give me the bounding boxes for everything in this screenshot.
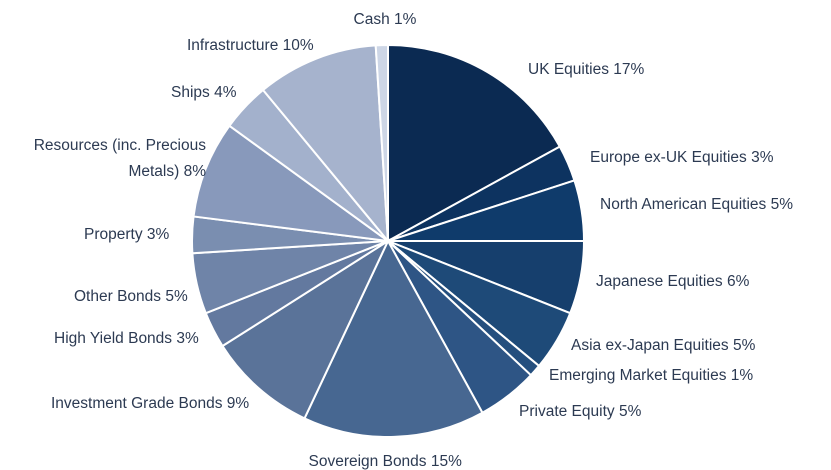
slice-label: Property 3% xyxy=(84,222,169,248)
value-label: 8% xyxy=(183,163,206,180)
value-label: 9% xyxy=(226,395,250,412)
category-label: Investment Grade Bonds xyxy=(51,395,223,412)
pie-slice xyxy=(261,44,390,245)
category-label: Europe ex-UK Equities xyxy=(590,149,747,166)
slice-label: Other Bonds 5% xyxy=(74,284,188,310)
pie-slice xyxy=(303,238,484,438)
slice-label: Asia ex-Japan Equities 5% xyxy=(571,333,755,359)
slice-label: Resources (inc. Precious Metals) 8% xyxy=(0,133,206,185)
slice-label: Japanese Equities 6% xyxy=(596,269,749,295)
slice-label: Investment Grade Bonds 9% xyxy=(51,391,249,417)
pie-slice xyxy=(221,238,391,420)
value-label: 5% xyxy=(770,196,793,213)
slice-label: Europe ex-UK Equities 3% xyxy=(590,145,774,171)
category-label: Infrastructure xyxy=(187,37,279,54)
category-label: UK Equities xyxy=(528,61,609,78)
value-label: 5% xyxy=(165,288,188,305)
value-label: 15% xyxy=(430,453,462,470)
category-label: Emerging Market Equities xyxy=(549,367,727,384)
pie-slice xyxy=(192,124,389,242)
slice-label: High Yield Bonds 3% xyxy=(54,326,199,352)
value-label: 17% xyxy=(613,61,645,78)
pie-slice xyxy=(387,43,562,243)
value-label: 5% xyxy=(618,403,642,420)
slice-label: North American Equities 5% xyxy=(600,192,793,218)
slice-label: Ships 4% xyxy=(171,80,237,106)
slice-label: Infrastructure 10% xyxy=(187,33,314,59)
category-label: High Yield Bonds xyxy=(54,330,173,347)
value-label: 10% xyxy=(282,37,314,54)
slice-label: Sovereign Bonds 15% xyxy=(309,449,462,470)
value-label: 5% xyxy=(732,337,756,354)
slice-label: Cash 1% xyxy=(354,7,417,33)
value-label: 1% xyxy=(394,11,417,28)
slice-label: Emerging Market Equities 1% xyxy=(549,363,753,389)
pie-slice xyxy=(374,43,389,242)
value-label: 3% xyxy=(146,226,170,243)
slice-label: Private Equity 5% xyxy=(519,399,641,425)
category-label: Private Equity xyxy=(519,403,615,420)
category-label: Asia ex-Japan Equities xyxy=(571,337,729,354)
value-label: 3% xyxy=(751,149,774,166)
category-label: Property xyxy=(84,226,143,243)
category-label: North American Equities xyxy=(600,196,767,213)
category-label: Resources (inc. Precious Metals) xyxy=(33,137,206,180)
category-label: Other Bonds xyxy=(74,288,162,305)
category-label: Sovereign Bonds xyxy=(308,453,427,470)
slice-label: UK Equities 17% xyxy=(528,57,644,83)
category-label: Japanese Equities xyxy=(596,273,723,290)
value-label: 6% xyxy=(726,273,750,290)
value-label: 3% xyxy=(176,330,199,347)
category-label: Ships xyxy=(171,84,210,101)
value-label: 4% xyxy=(214,84,237,101)
value-label: 1% xyxy=(730,367,754,384)
category-label: Cash xyxy=(353,11,390,28)
